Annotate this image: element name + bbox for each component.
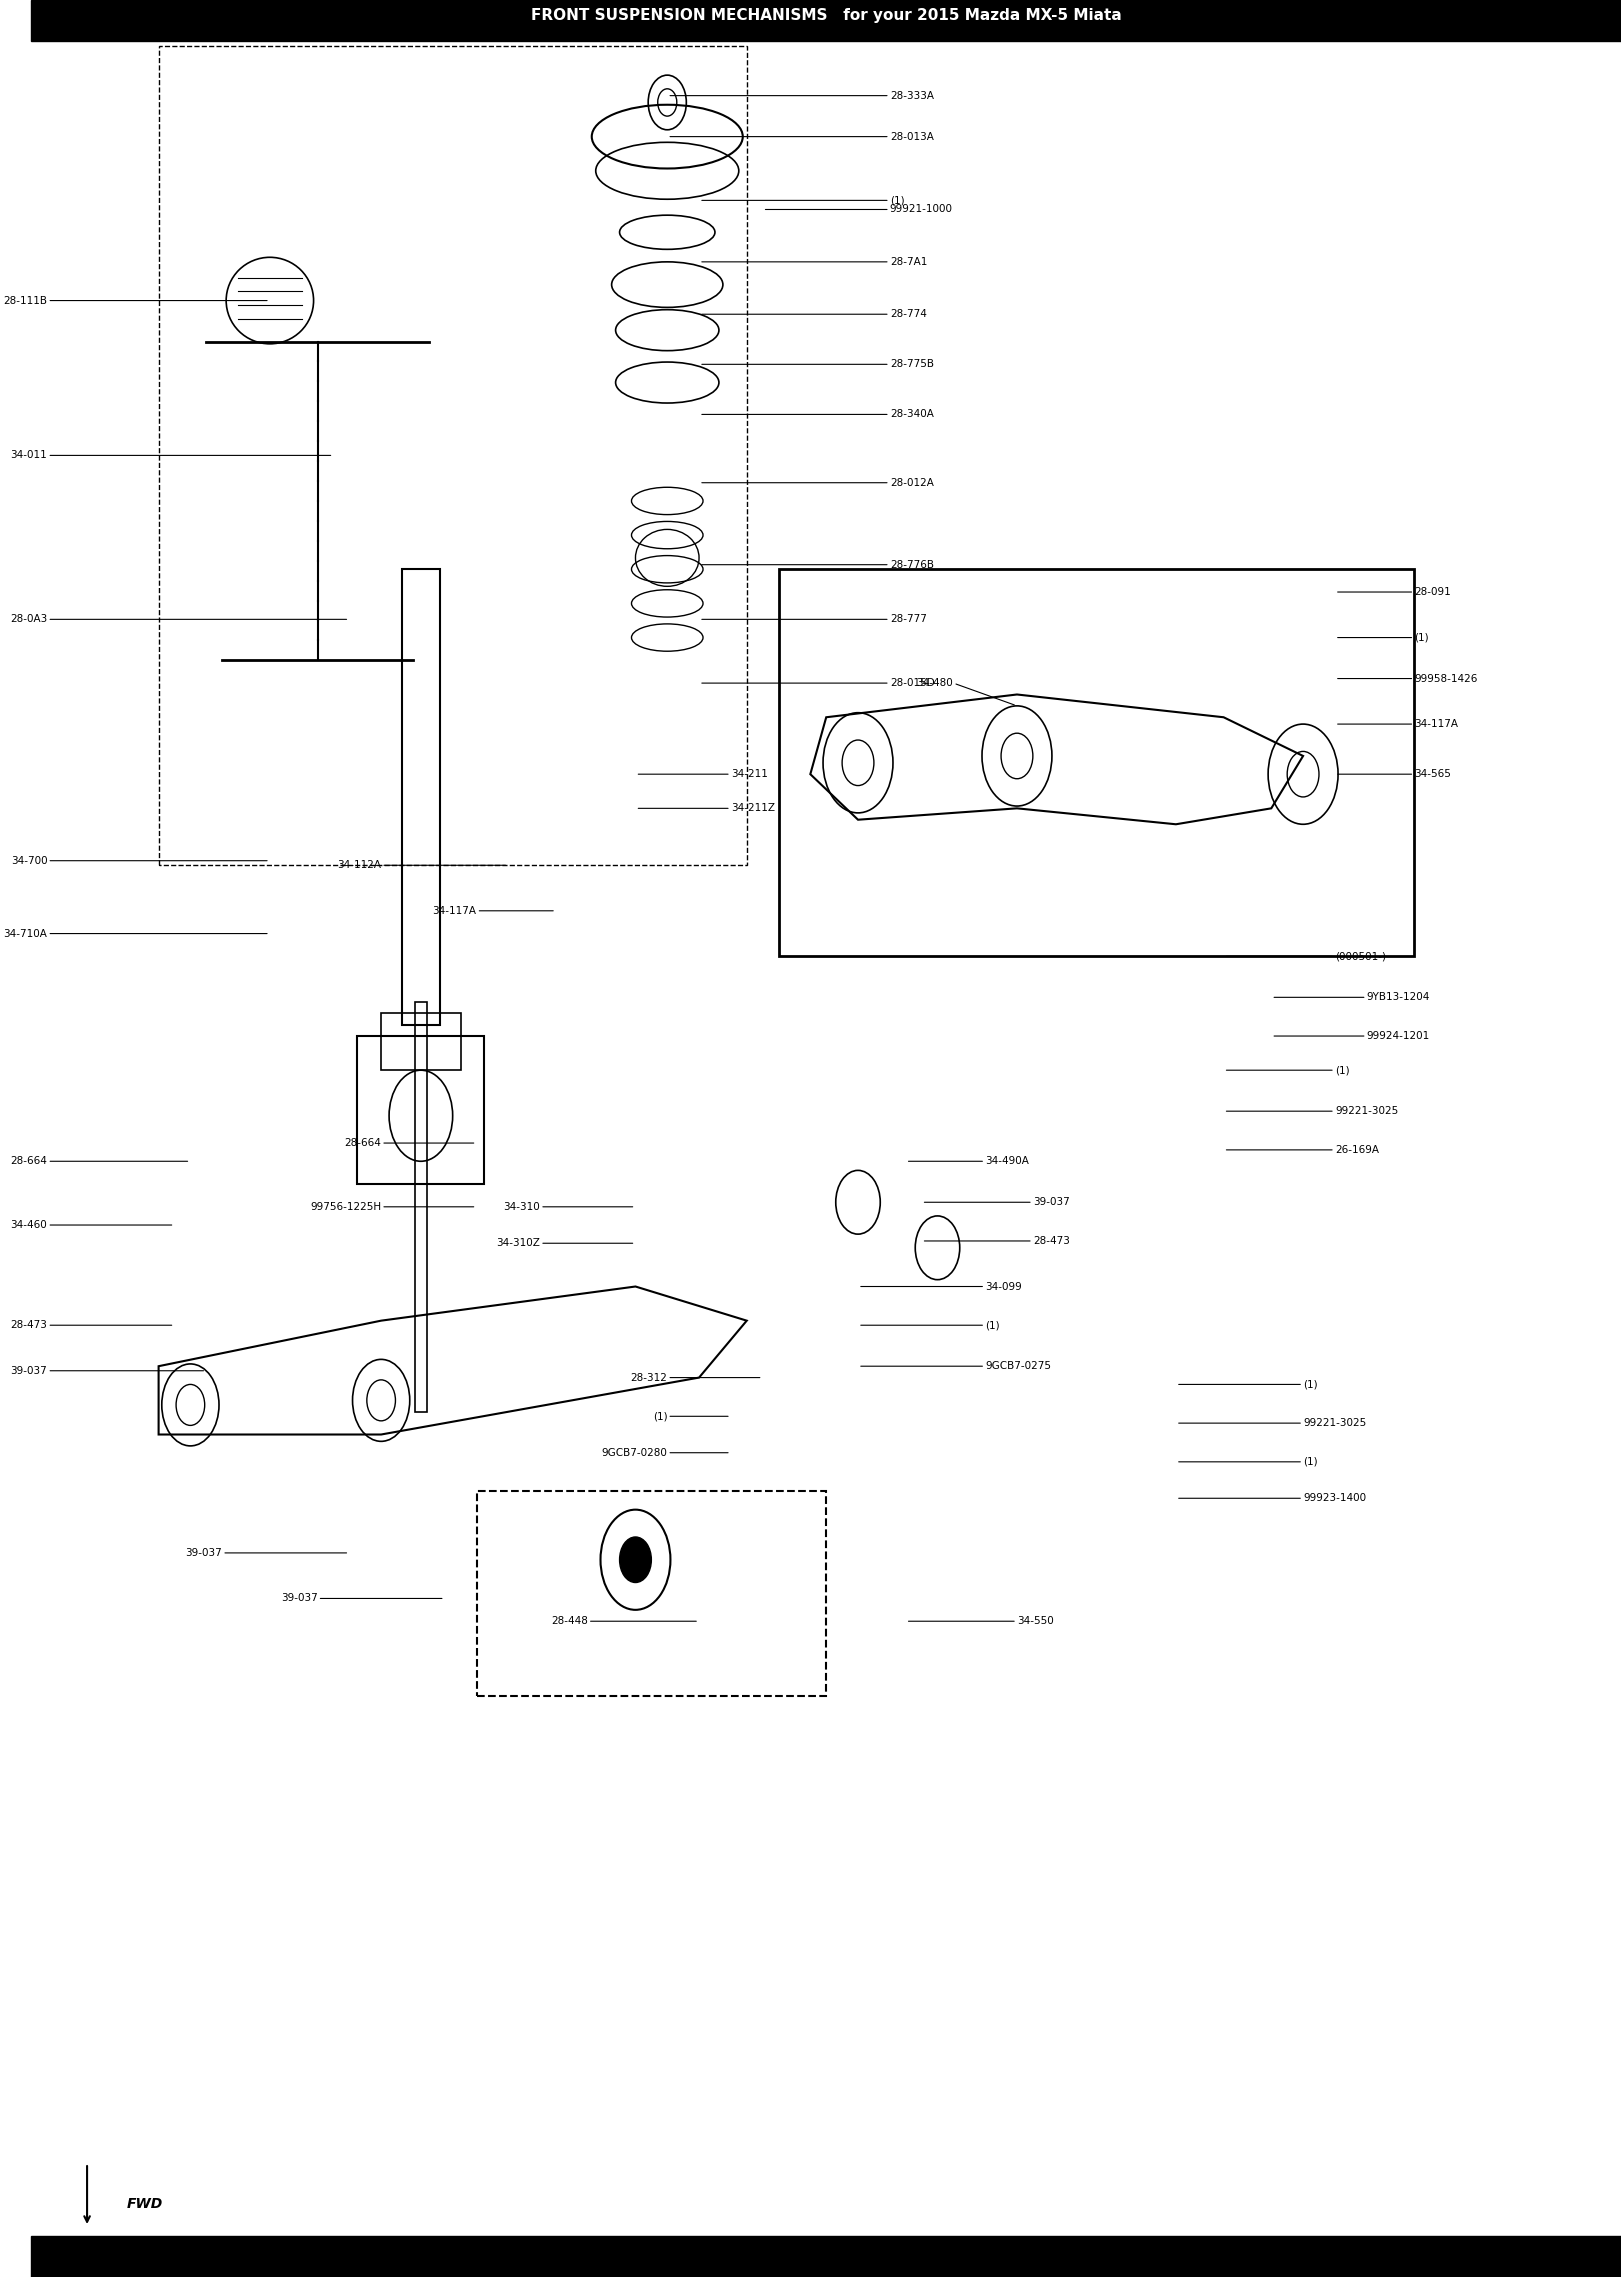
Bar (778, 569, 1415, 956)
Text: 39-037: 39-037 (280, 1594, 318, 1603)
Text: 99923-1400: 99923-1400 (1303, 1494, 1367, 1503)
Text: 39-037: 39-037 (11, 1366, 47, 1375)
Text: 28-333A: 28-333A (890, 91, 934, 100)
Text: 28-774: 28-774 (890, 310, 927, 319)
Text: 28-777: 28-777 (890, 615, 927, 624)
Text: 99924-1201: 99924-1201 (1367, 1031, 1430, 1041)
Text: (1): (1) (653, 1412, 668, 1421)
Bar (31, 2236, 1621, 2277)
Text: 28-0A3: 28-0A3 (10, 615, 47, 624)
Text: 34-099: 34-099 (986, 1282, 1021, 1291)
Text: (1): (1) (1303, 1457, 1318, 1466)
Text: 99221-3025: 99221-3025 (1334, 1107, 1399, 1116)
Text: 34-550: 34-550 (1016, 1617, 1054, 1626)
Bar (31, 0, 1621, 41)
Text: 34-117A: 34-117A (1415, 720, 1459, 729)
Text: 9YB13-1204: 9YB13-1204 (1367, 993, 1430, 1002)
Text: (1): (1) (986, 1321, 1000, 1330)
Text: 28-013A: 28-013A (890, 132, 934, 141)
Text: 28-664: 28-664 (344, 1138, 381, 1148)
Text: 39-037: 39-037 (185, 1548, 222, 1557)
Text: 28-111B: 28-111B (3, 296, 47, 305)
Text: 28-448: 28-448 (551, 1617, 588, 1626)
Bar (381, 1013, 460, 1070)
Circle shape (619, 1537, 652, 1583)
Text: 28-473: 28-473 (10, 1321, 47, 1330)
Text: 28-091: 28-091 (1415, 587, 1451, 597)
Text: 9GCB7-0280: 9GCB7-0280 (601, 1448, 668, 1457)
Text: 9GCB7-0275: 9GCB7-0275 (986, 1362, 1050, 1371)
Text: 34-565: 34-565 (1415, 770, 1451, 779)
Text: (1): (1) (1334, 1066, 1350, 1075)
Text: 28-7A1: 28-7A1 (890, 257, 927, 266)
Text: 28-776B: 28-776B (890, 560, 934, 569)
Text: 34-211: 34-211 (731, 770, 768, 779)
Text: 99756-1225H: 99756-1225H (310, 1202, 381, 1211)
Text: 34-112A: 34-112A (337, 861, 381, 870)
Text: (1): (1) (1303, 1380, 1318, 1389)
Bar (402, 569, 439, 1025)
Text: 28-312: 28-312 (631, 1373, 668, 1382)
Text: 28-012A: 28-012A (890, 478, 934, 487)
Text: (1): (1) (1415, 633, 1430, 642)
Text: (1): (1) (890, 196, 905, 205)
Text: 99958-1426: 99958-1426 (1415, 674, 1478, 683)
Text: 34-490A: 34-490A (986, 1157, 1029, 1166)
Text: 34-710A: 34-710A (3, 929, 47, 938)
Text: 26-169A: 26-169A (1334, 1145, 1379, 1154)
Text: 34-460: 34-460 (11, 1220, 47, 1230)
Bar (415, 1002, 428, 1412)
Text: 99921-1000: 99921-1000 (890, 205, 953, 214)
Text: 34-310Z: 34-310Z (496, 1239, 540, 1248)
Bar (357, 1036, 485, 1184)
Bar (477, 1491, 827, 1696)
Text: 34-211Z: 34-211Z (731, 804, 775, 813)
Text: 34-011: 34-011 (11, 451, 47, 460)
Text: 28-340A: 28-340A (890, 410, 934, 419)
Text: FRONT SUSPENSION MECHANISMS   for your 2015 Mazda MX-5 Miata: FRONT SUSPENSION MECHANISMS for your 201… (530, 9, 1122, 23)
Text: 28-664: 28-664 (10, 1157, 47, 1166)
Text: 34-700: 34-700 (11, 856, 47, 865)
Text: 39-037: 39-037 (1033, 1198, 1070, 1207)
Text: 28-473: 28-473 (1033, 1236, 1070, 1246)
Text: 34-480: 34-480 (916, 679, 953, 688)
Text: (000501-): (000501-) (1334, 952, 1386, 961)
Text: FWD: FWD (126, 2197, 164, 2211)
Text: 99221-3025: 99221-3025 (1303, 1419, 1367, 1428)
Text: 34-117A: 34-117A (433, 906, 477, 915)
Text: 28-775B: 28-775B (890, 360, 934, 369)
Text: 34-310: 34-310 (504, 1202, 540, 1211)
Text: 28-015D: 28-015D (890, 679, 935, 688)
